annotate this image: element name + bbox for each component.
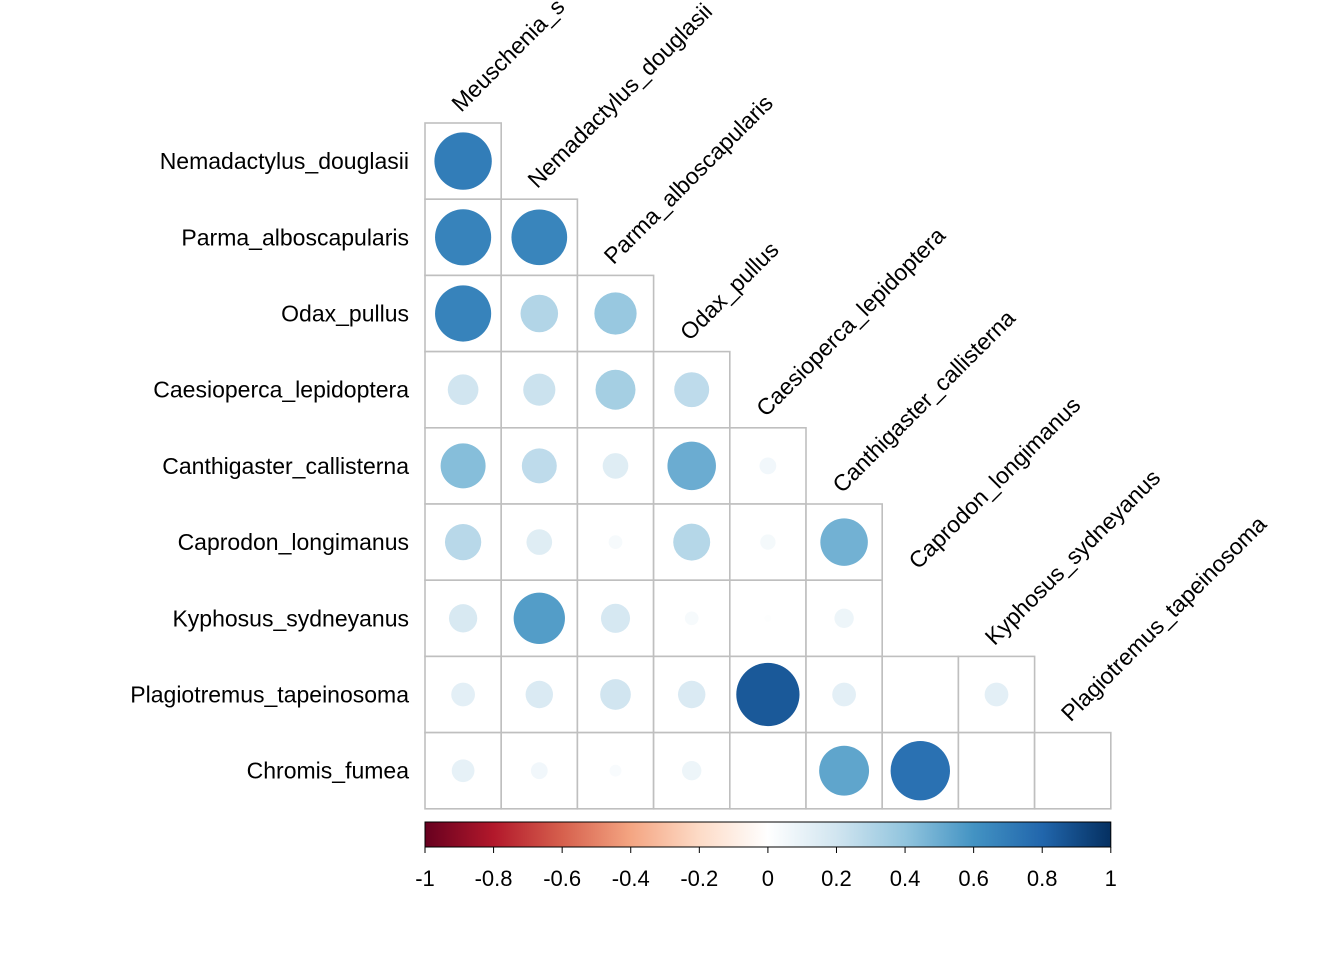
correlation-circle [819, 745, 870, 796]
row-label: Plagiotremus_tapeinosoma [130, 682, 409, 708]
matrix-cell [652, 426, 731, 505]
colorbar-gradient [424, 821, 1112, 848]
correlation-circle [511, 209, 568, 266]
correlation-circle [435, 209, 492, 266]
correlation-circle [448, 604, 478, 633]
matrix-cell [957, 731, 1036, 810]
matrix-cell [424, 579, 502, 658]
colorbar-tick-label: -0.2 [680, 866, 718, 891]
correlation-circle [520, 294, 559, 333]
correlation-circles [434, 132, 1009, 801]
correlation-circle [609, 764, 622, 777]
matrix-cell [652, 731, 731, 810]
correlation-circle [602, 453, 629, 479]
correlation-circle [434, 132, 492, 190]
matrix-cell [881, 655, 960, 734]
row-label: Chromis_fumea [247, 758, 410, 784]
column-label: Meuschenia_s [446, 0, 569, 117]
correlation-circle [736, 662, 800, 727]
correlation-circle [684, 611, 699, 626]
correlation-circle [451, 759, 475, 783]
row-label: Caesioperca_lepidoptera [153, 377, 409, 403]
matrix-cells [424, 122, 1112, 810]
correlation-circle [820, 518, 868, 566]
correlation-circle [760, 534, 776, 550]
correlation-circle [595, 369, 636, 410]
colorbar-tick-label: -0.4 [612, 866, 650, 891]
matrix-cell [1033, 731, 1112, 810]
correlation-circle [447, 374, 479, 406]
column-label: Odax_pullus [675, 236, 784, 345]
correlation-circle [530, 762, 548, 780]
correlation-circle [521, 448, 557, 484]
colorbar-tick-label: 0.2 [821, 866, 852, 891]
correlation-circle [677, 680, 706, 709]
column-label: Parma_alboscapularis [599, 90, 778, 269]
row-label: Canthigaster_callisterna [162, 453, 409, 479]
colorbar-tick-label: 0.4 [890, 866, 921, 891]
correlation-circle [764, 614, 772, 622]
row-label: Parma_alboscapularis [181, 224, 409, 250]
correlation-circle [600, 679, 631, 710]
row-label: Nemadactylus_douglasii [160, 148, 409, 174]
correlation-circle [435, 285, 492, 342]
matrix-cell [805, 731, 883, 810]
row-label: Kyphosus_sydneyanus [172, 605, 409, 631]
correlation-circle [682, 761, 702, 781]
colorbar-tick-label: 0 [762, 866, 774, 891]
colorbar-tick-label: 0.8 [1027, 866, 1058, 891]
correlation-circle [673, 523, 711, 561]
correlation-circle [600, 603, 631, 633]
correlation-circle [594, 292, 637, 335]
correlation-circle [451, 682, 475, 707]
matrix-cell [728, 731, 807, 810]
correlation-circle [608, 535, 623, 549]
correlation-circle [890, 741, 950, 801]
colorbar-tick-label: 1 [1105, 866, 1117, 891]
matrix-cell [500, 350, 579, 429]
colorbar-ticks: -1 -0.8 -0.6 -0.4 -0.2 0 0.2 0.4 0.6 0.8 1 [415, 847, 1117, 891]
row-labels: Nemadactylus_douglasii Parma_alboscapular… [130, 148, 409, 784]
correlation-circle [440, 443, 486, 489]
column-label: Caprodon_longimanus [903, 392, 1085, 574]
color-legend: -1 -0.8 -0.6 -0.4 -0.2 0 0.2 0.4 0.6 0.8 1 [415, 821, 1117, 891]
correlation-circle [759, 457, 777, 475]
correlation-circle [674, 372, 710, 408]
correlation-circle [525, 680, 554, 709]
correlation-circle [526, 529, 553, 555]
colorbar-tick-label: -1 [415, 866, 435, 891]
correlation-circle [513, 592, 565, 644]
colorbar-tick-label: -0.8 [475, 866, 513, 891]
correlation-circle [832, 682, 856, 707]
correlation-circle [984, 682, 1009, 707]
correlation-circle [667, 441, 716, 491]
row-label: Caprodon_longimanus [178, 529, 409, 555]
colorbar-tick-label: 0.6 [958, 866, 989, 891]
column-label: Kyphosus_sydneyanus [980, 464, 1166, 650]
colorbar-tick-label: -0.6 [543, 866, 581, 891]
correlation-circle [523, 373, 556, 406]
correlation-circle [444, 523, 482, 561]
row-label: Odax_pullus [281, 301, 409, 327]
correlation-circle [834, 608, 854, 628]
